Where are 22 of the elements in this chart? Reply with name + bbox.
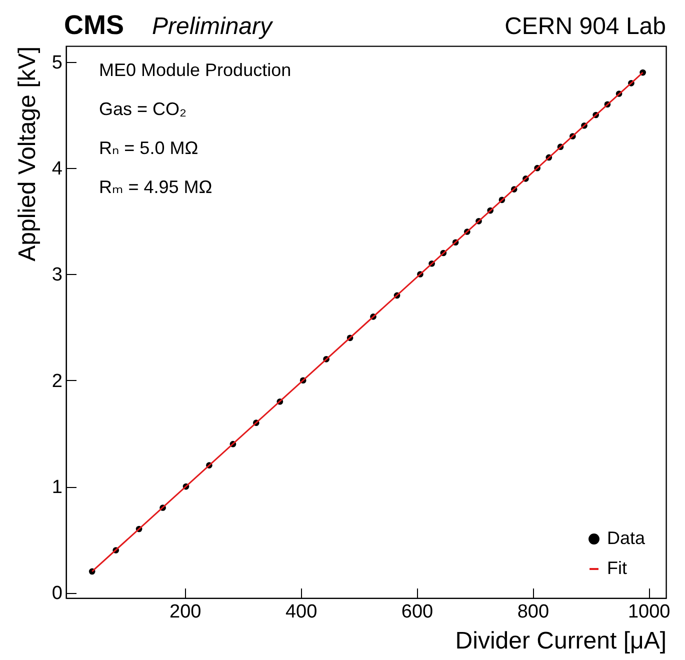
y-tick-label: 5 xyxy=(52,52,62,74)
x-tick-label: 600 xyxy=(401,602,434,622)
text: CERN 904 Lab xyxy=(504,13,666,40)
annotation: Gas = CO₂ xyxy=(99,99,187,119)
x-tick-label: 400 xyxy=(285,602,318,622)
x-tick-label: 200 xyxy=(169,602,202,622)
annotation: ME0 Module Production xyxy=(99,60,292,80)
annotation: Rₙ = 5.0 MΩ xyxy=(99,138,198,158)
y-tick-label: 0 xyxy=(52,583,62,604)
legend-label: Data xyxy=(607,528,646,548)
y-tick-label: 1 xyxy=(52,477,62,498)
y-tick-label: 3 xyxy=(52,264,62,286)
chart-subtitle: Preliminary xyxy=(152,13,274,40)
y-tick-label: 4 xyxy=(52,158,63,180)
y-axis-title: Applied Voltage [kV] xyxy=(14,46,41,262)
chart-title: CMS xyxy=(64,10,124,40)
x-tick-label: 1000 xyxy=(628,602,670,622)
x-axis-title: Divider Current [μA] xyxy=(455,628,666,654)
legend-label: Fit xyxy=(607,558,627,578)
x-tick-label: 800 xyxy=(517,602,550,622)
y-tick-label: 2 xyxy=(52,370,62,392)
annotation: Rₘ = 4.95 MΩ xyxy=(99,177,212,197)
